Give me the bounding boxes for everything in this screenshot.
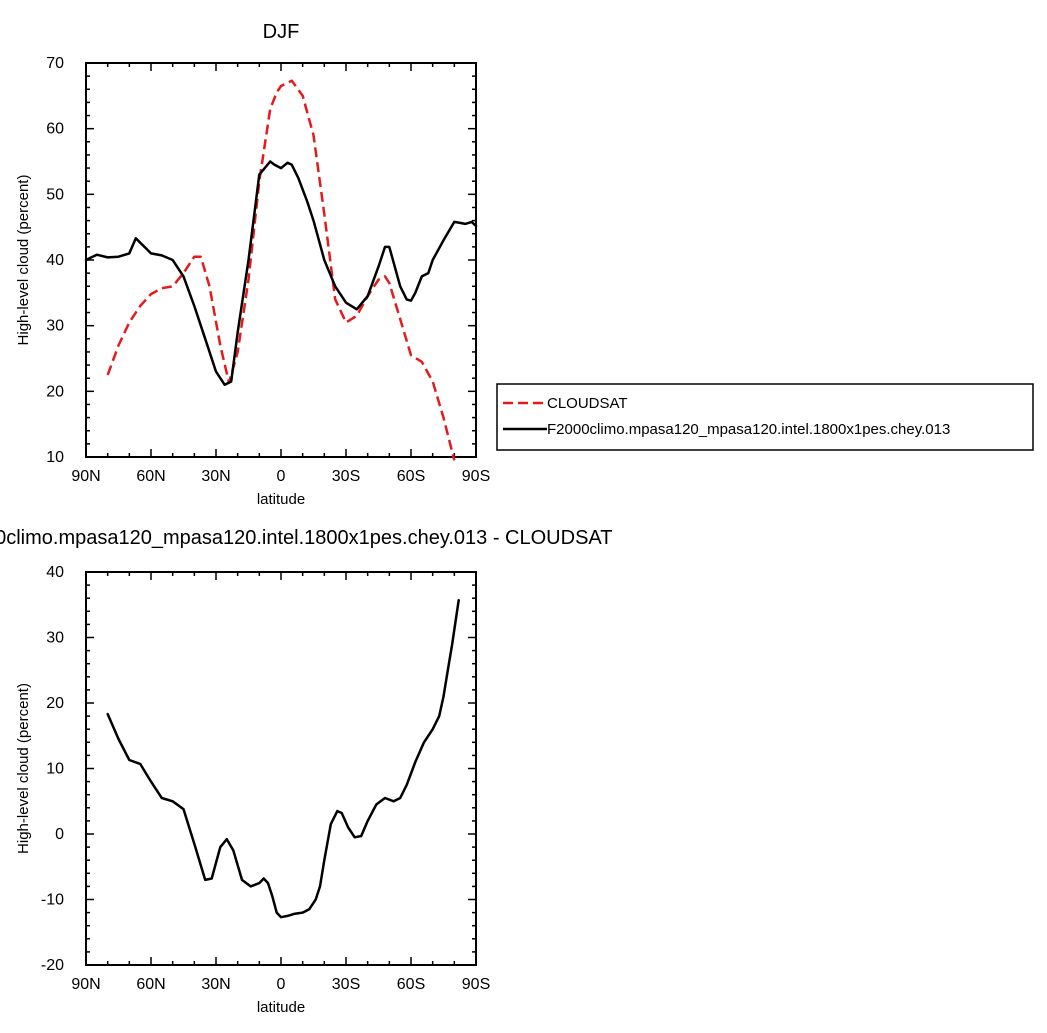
y-axis-label: High-level cloud (percent) (15, 683, 32, 854)
plot-frame (85, 62, 477, 458)
y-tick-label: 10 (46, 449, 64, 466)
x-tick-label: 30S (332, 468, 360, 485)
y-tick-label: 20 (46, 383, 64, 400)
y-tick-label: 0 (55, 826, 64, 843)
chart-title: DJF (263, 21, 300, 43)
plot-frame (85, 571, 477, 966)
x-axis-label: latitude (257, 999, 305, 1016)
y-tick-label: 30 (46, 630, 64, 647)
x-tick-label: 90S (462, 976, 490, 993)
chart-title: F2000climo.mpasa120_mpasa120.intel.1800x… (0, 527, 612, 549)
x-tick-label: 60N (136, 976, 165, 993)
bottom-panel: F2000climo.mpasa120_mpasa120.intel.1800x… (0, 527, 612, 1016)
y-axis-label: High-level cloud (percent) (15, 175, 32, 346)
series-line-f2000climo-mpasa120- (84, 160, 478, 387)
legend-label: F2000climo.mpasa120_mpasa120.intel.1800x… (547, 421, 950, 438)
y-tick-label: 40 (46, 564, 64, 581)
x-tick-label: 30N (201, 976, 230, 993)
x-axis-label: latitude (257, 491, 305, 508)
series-line-cloudsat (106, 79, 456, 461)
y-tick-label: 30 (46, 318, 64, 335)
x-tick-label: 90S (462, 468, 490, 485)
x-tick-label: 60S (397, 976, 425, 993)
y-tick-label: 10 (46, 761, 64, 778)
x-tick-label: 60S (397, 468, 425, 485)
x-tick-label: 90N (71, 976, 100, 993)
y-tick-label: 50 (46, 186, 64, 203)
series-line-difference (106, 598, 460, 919)
y-tick-label: -10 (41, 892, 64, 909)
y-tick-label: 40 (46, 252, 64, 269)
legend-label: CLOUDSAT (547, 395, 628, 412)
y-tick-label: 70 (46, 55, 64, 72)
x-tick-label: 60N (136, 468, 165, 485)
x-tick-label: 30S (332, 976, 360, 993)
y-tick-label: 60 (46, 121, 64, 138)
x-tick-label: 0 (277, 976, 286, 993)
legend-box (496, 383, 1034, 451)
x-tick-label: 0 (277, 468, 286, 485)
top-panel: DJF 90N 60N 30N 0 30S 60S 90S 10 20 30 40 50 60 70 lati… (15, 21, 490, 508)
x-tick-label: 90N (71, 468, 100, 485)
x-tick-label: 30N (201, 468, 230, 485)
legend: CLOUDSAT F2000climo.mpasa120_mpasa120.int… (496, 383, 1034, 451)
y-tick-label: -20 (41, 957, 64, 974)
y-tick-label: 20 (46, 695, 64, 712)
